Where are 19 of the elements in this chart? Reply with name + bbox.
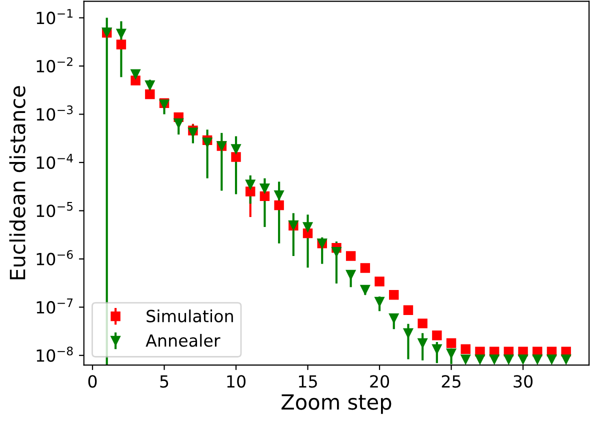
x-tick-label: 10: [227, 375, 246, 388]
x-tick-label: 30: [514, 375, 533, 388]
y-tick-label: 10$^{−4}$: [36, 154, 73, 169]
y-tick-label: 10$^{−5}$: [36, 202, 73, 218]
x-tick-label: 15: [298, 375, 317, 388]
x-axis-title: Zoom step: [282, 394, 392, 414]
y-axis-title: Euclidean distance: [9, 86, 26, 280]
y-tick-label: 10$^{−3}$: [36, 105, 73, 121]
x-tick-label: 20: [370, 375, 390, 388]
legend-label: Simulation: [146, 309, 233, 322]
y-tick-label: 10$^{−1}$: [36, 9, 72, 24]
y-tick-label: 10$^{−7}$: [36, 298, 73, 314]
legend-label: Annealer: [146, 334, 220, 347]
y-tick-label: 10$^{−8}$: [36, 346, 73, 362]
y-tick-label: 10$^{−6}$: [36, 250, 73, 266]
x-tick-label: 25: [442, 375, 460, 388]
y-tick-label: 10$^{−2}$: [36, 57, 72, 72]
x-tick-label: 5: [160, 375, 168, 388]
x-tick-label: 0: [88, 375, 97, 388]
